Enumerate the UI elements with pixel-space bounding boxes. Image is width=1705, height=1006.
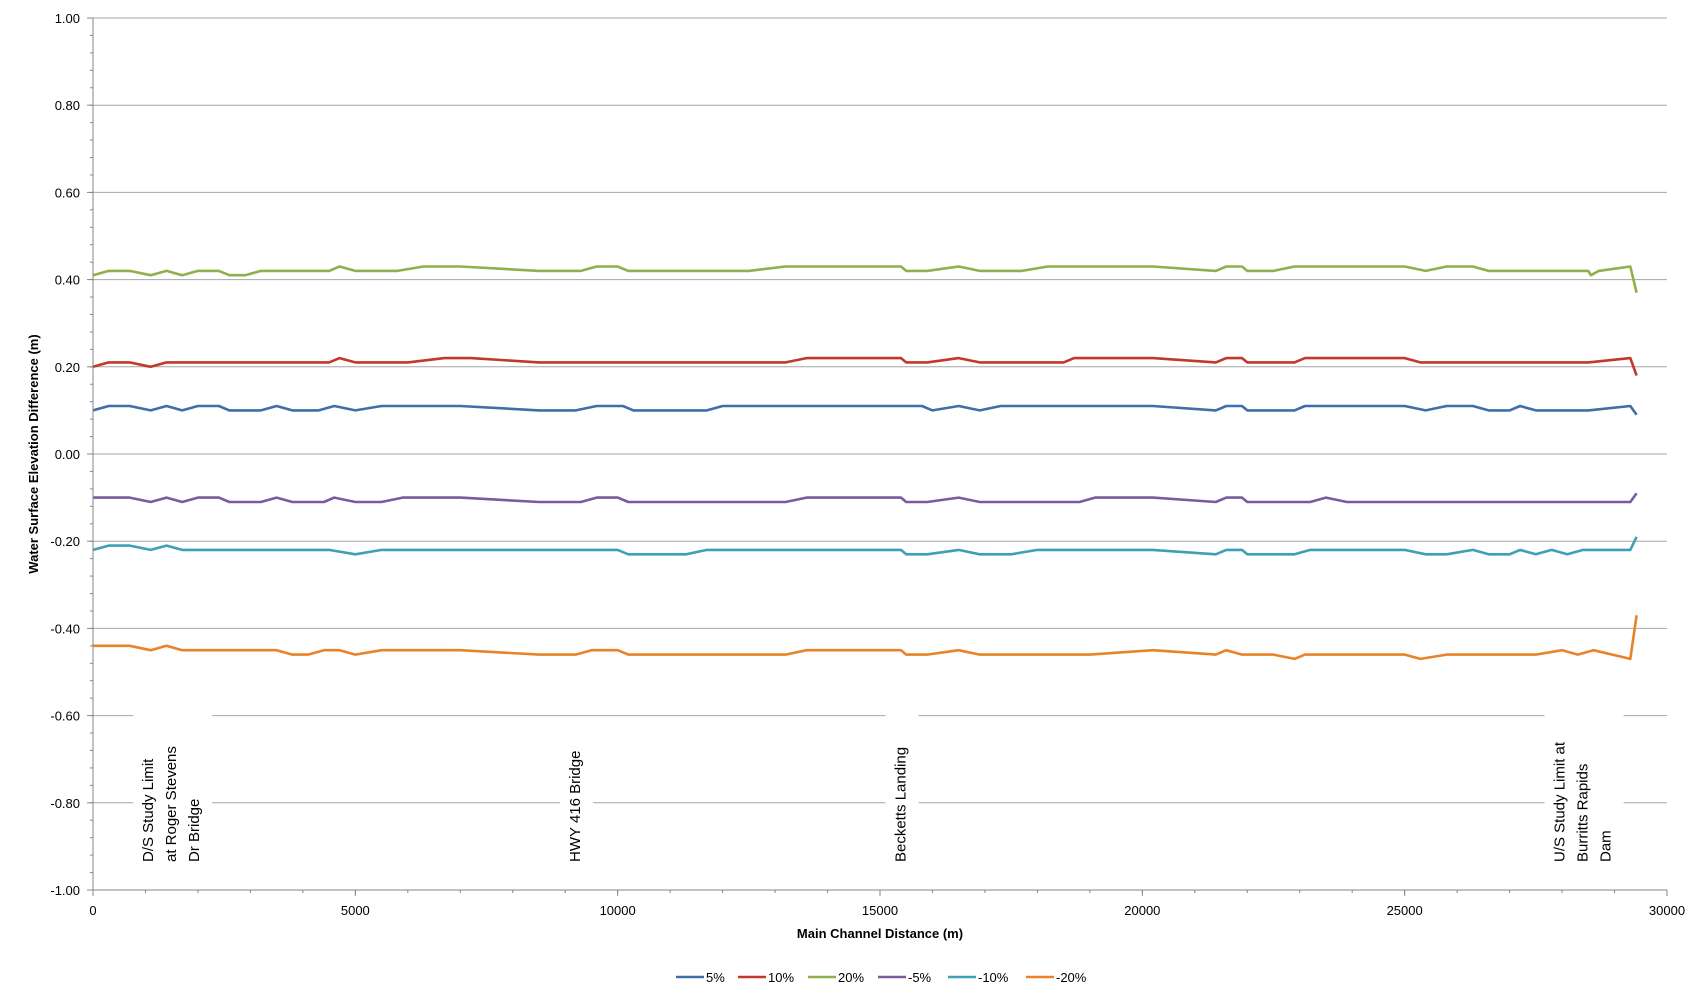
annotation-text: Dam — [1598, 830, 1615, 862]
annotation-text: Dr Bridge — [186, 799, 203, 862]
axes: -1.00 -0.80 -0.60 -0.40 -0.20 0.00 0.20 0.40 0.6… — [26, 11, 1685, 941]
series-line — [93, 615, 1638, 661]
y-tick-label: -0.80 — [50, 796, 80, 811]
annotation-backdrop — [885, 712, 919, 872]
y-tick-label: 0.60 — [55, 185, 80, 200]
x-tick-label: 25000 — [1387, 903, 1423, 918]
legend-item: 5% — [676, 970, 725, 985]
series-lines — [92, 265, 1638, 661]
y-tick-label: 0.00 — [55, 447, 80, 462]
annotation-backdrop — [133, 712, 213, 872]
y-tick-label: -0.20 — [50, 534, 80, 549]
annotation: Becketts Landing — [885, 712, 919, 872]
series-line — [92, 536, 1638, 556]
legend-item: 20% — [808, 970, 864, 985]
y-tick-label: -1.00 — [50, 883, 80, 898]
x-tick-label: 15000 — [862, 903, 898, 918]
series-line — [92, 265, 1638, 294]
annotation: HWY 416 Bridge — [560, 729, 594, 872]
series-line — [93, 492, 1638, 504]
annotation: U/S Study Limit at Burritts Rapids Dam — [1544, 695, 1624, 872]
annotation-backdrop — [560, 729, 594, 872]
x-tick-label: 30000 — [1649, 903, 1685, 918]
x-axis-title: Main Channel Distance (m) — [797, 926, 963, 941]
series-line — [92, 404, 1638, 416]
legend-label: -5% — [908, 970, 932, 985]
y-axis-title: Water Surface Elevation Difference (m) — [26, 334, 41, 573]
x-tick-label: 0 — [89, 903, 96, 918]
y-tick-label: 0.40 — [55, 273, 80, 288]
legend-label: -20% — [1056, 970, 1087, 985]
annotation-text: U/S Study Limit at — [1552, 741, 1569, 862]
y-tick-label: 1.00 — [55, 11, 80, 26]
gridlines — [93, 17, 1667, 804]
legend-label: -10% — [978, 970, 1009, 985]
annotation-text: HWY 416 Bridge — [567, 751, 584, 862]
y-tick-label: -0.60 — [50, 709, 80, 724]
y-tick-label: 0.20 — [55, 360, 80, 375]
y-tick-label: -0.40 — [50, 621, 80, 636]
annotation-text: D/S Study Limit — [140, 758, 157, 862]
legend-label: 20% — [838, 970, 864, 985]
legend-label: 10% — [768, 970, 794, 985]
x-tick-label: 10000 — [600, 903, 636, 918]
series-line — [92, 356, 1638, 376]
annotation-text: at Roger Stevens — [163, 746, 180, 862]
legend: 5% 10% 20% -5% -10% -20% — [676, 970, 1087, 985]
x-tick-label: 5000 — [341, 903, 370, 918]
legend-item: 10% — [738, 970, 794, 985]
annotation-backdrop — [1544, 695, 1624, 872]
annotation-text: Becketts Landing — [892, 747, 909, 862]
annotations: D/S Study Limit at Roger Stevens Dr Bridge… — [133, 695, 1624, 872]
annotation: D/S Study Limit at Roger Stevens Dr Bridge — [133, 712, 213, 872]
legend-label: 5% — [706, 970, 725, 985]
legend-item: -20% — [1026, 970, 1087, 985]
legend-item: -5% — [878, 970, 932, 985]
annotation-text: Burritts Rapids — [1575, 764, 1592, 862]
y-tick-label: 0.80 — [55, 98, 80, 113]
x-tick-label: 20000 — [1124, 903, 1160, 918]
legend-item: -10% — [948, 970, 1009, 985]
